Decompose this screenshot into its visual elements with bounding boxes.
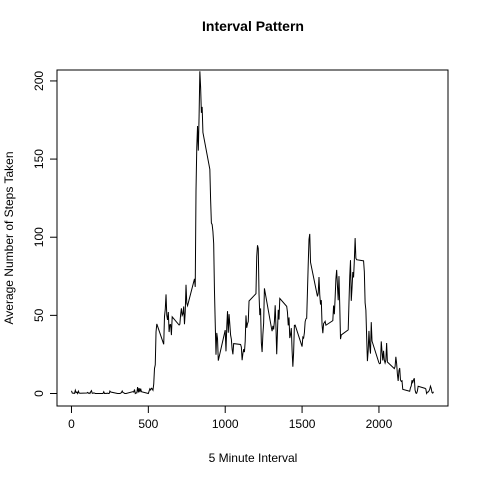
x-tick-label: 1500 bbox=[289, 417, 316, 431]
x-tick-label: 500 bbox=[138, 417, 158, 431]
y-tick-label: 100 bbox=[32, 227, 46, 247]
data-line bbox=[71, 71, 434, 395]
y-axis-label: Average Number of Steps Taken bbox=[2, 152, 16, 325]
x-tick-label: 2000 bbox=[366, 417, 393, 431]
x-tick-label: 1000 bbox=[212, 417, 239, 431]
y-tick-label: 50 bbox=[32, 308, 46, 322]
y-tick-label: 200 bbox=[32, 71, 46, 91]
x-tick-label: 0 bbox=[68, 417, 75, 431]
x-axis-label: 5 Minute Interval bbox=[209, 451, 298, 465]
chart-title: Interval Pattern bbox=[202, 18, 304, 34]
y-tick-label: 150 bbox=[32, 149, 46, 169]
y-tick-label: 0 bbox=[32, 390, 46, 397]
